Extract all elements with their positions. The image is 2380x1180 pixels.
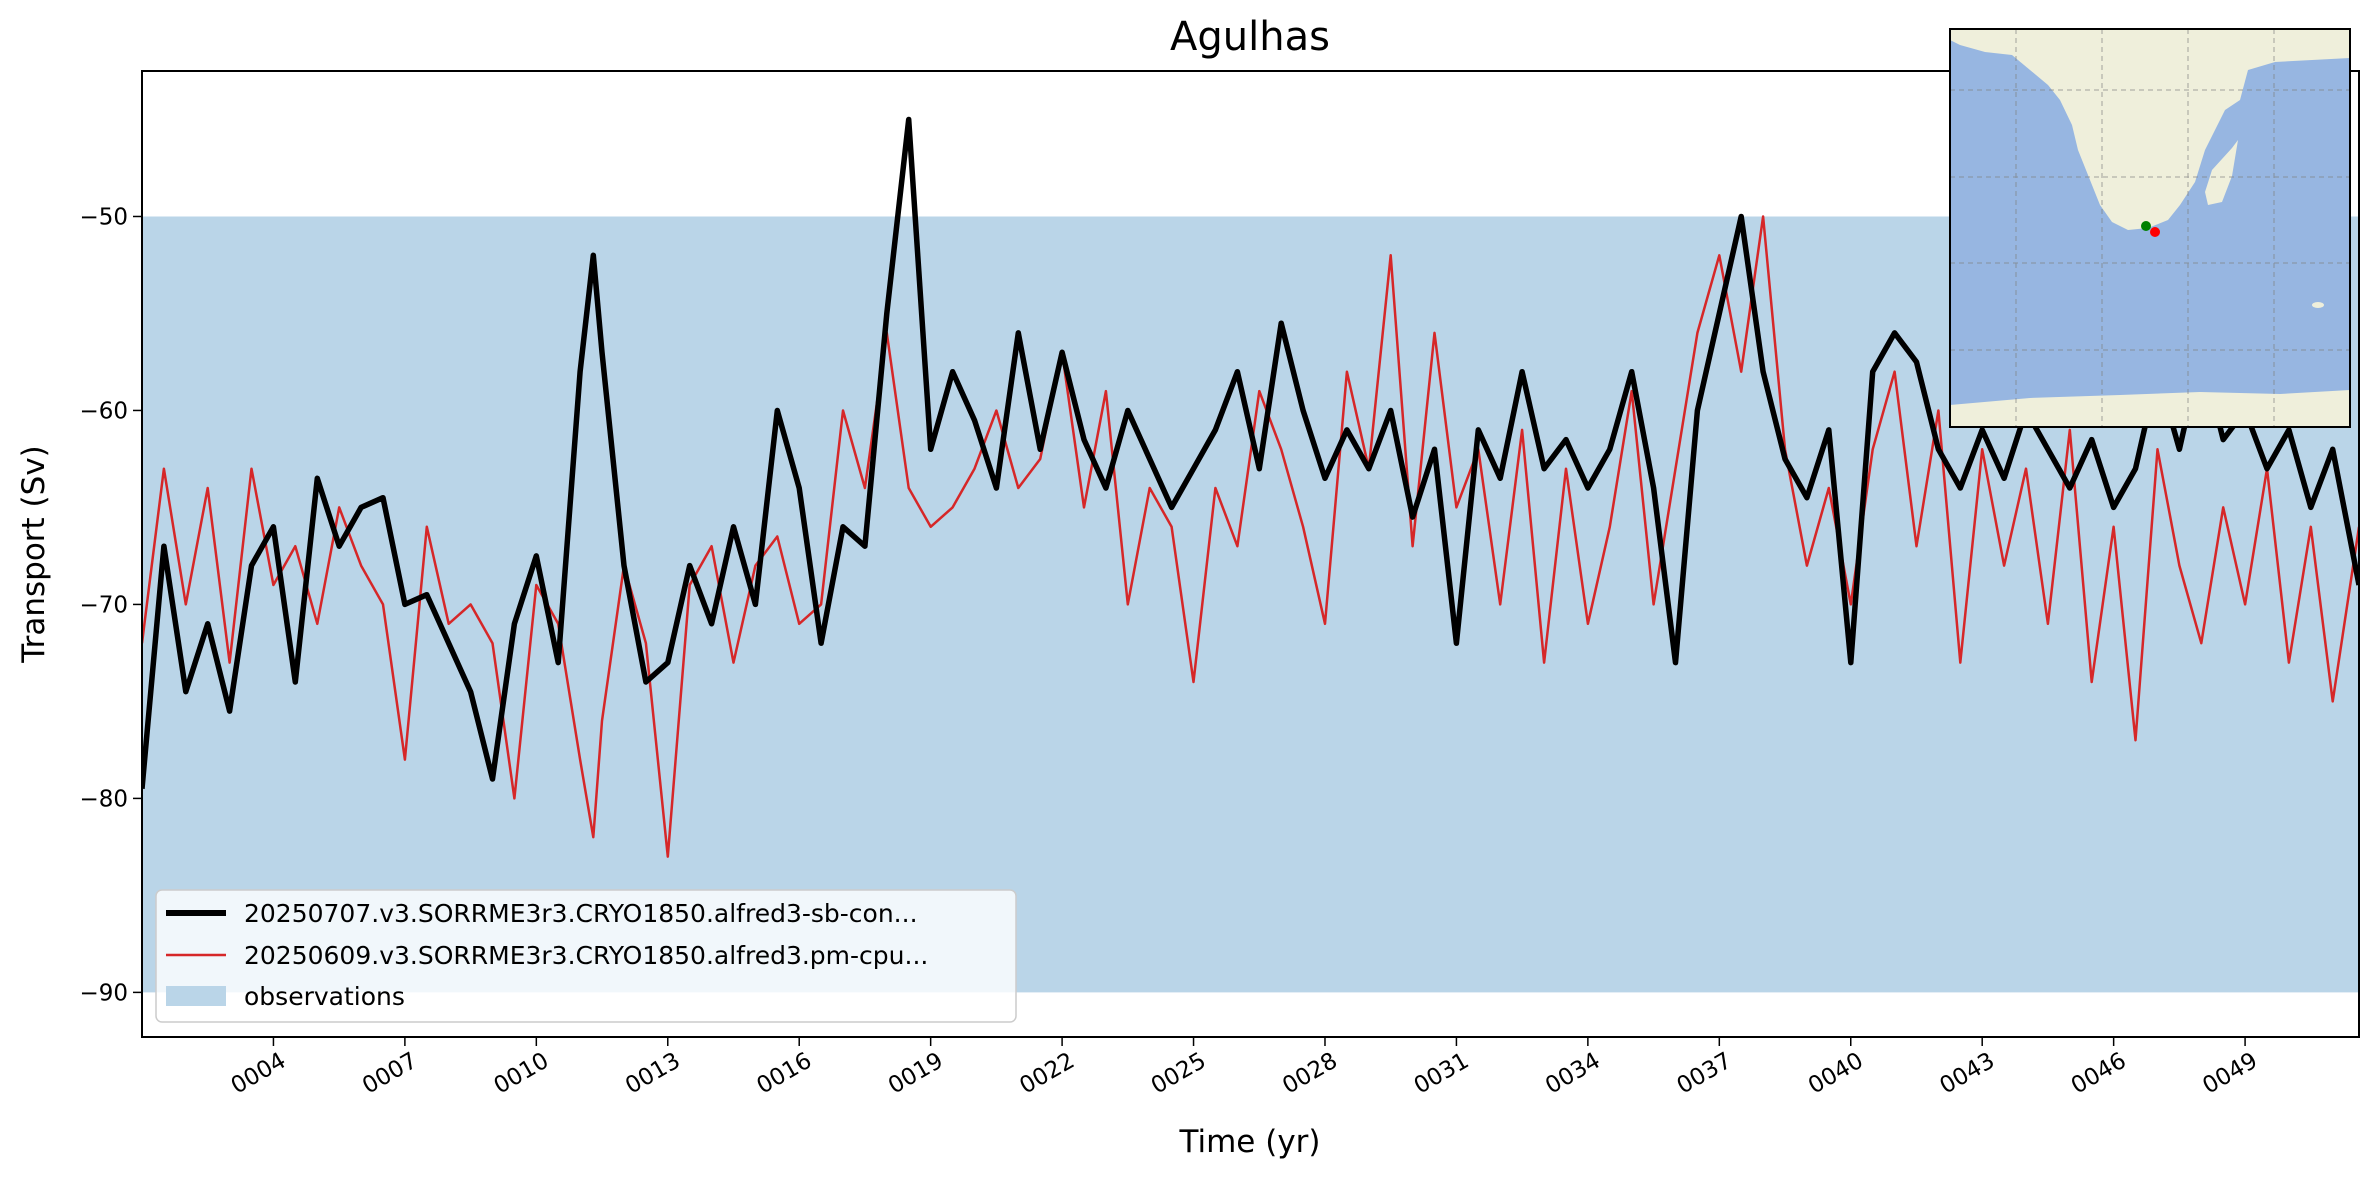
map-frame bbox=[1949, 28, 2351, 428]
x-tick-label: 0049 bbox=[2198, 1048, 2262, 1100]
x-tick-label: 0004 bbox=[227, 1048, 291, 1100]
map-africa-landmass bbox=[1950, 29, 2350, 230]
y-tick-label: −90 bbox=[79, 980, 128, 1006]
x-tick-label: 0037 bbox=[1673, 1048, 1737, 1100]
series-layer bbox=[142, 116, 2359, 858]
legend-swatch-observations bbox=[166, 986, 226, 1006]
legend: 20250707.v3.SORRME3r3.CRYO1850.alfred3-s… bbox=[155, 889, 1017, 1023]
series-line-2 bbox=[142, 215, 2359, 858]
x-tick-label: 0010 bbox=[490, 1048, 554, 1100]
map-small-island bbox=[2312, 302, 2324, 308]
x-tick-label: 0028 bbox=[1278, 1048, 1342, 1100]
x-tick-label: 0034 bbox=[1541, 1048, 1605, 1100]
series-line-1 bbox=[142, 116, 2359, 789]
x-tick-label: 0025 bbox=[1147, 1048, 1211, 1100]
chart-title: Agulhas bbox=[1170, 14, 1330, 60]
x-axis-ticks: 0004 0007 0010 0013 0016 0019 0022 0025 0028 0031… bbox=[227, 1037, 2262, 1099]
y-axis-label: Transport (Sv) bbox=[16, 445, 52, 664]
map-marker-green bbox=[2141, 221, 2151, 231]
y-tick-label: −70 bbox=[79, 592, 128, 618]
map-madagascar bbox=[2205, 140, 2238, 205]
x-tick-label: 0016 bbox=[753, 1048, 817, 1100]
y-axis-ticks: −90 −80 −70 −60 −50 bbox=[79, 204, 142, 1006]
map-marker-red bbox=[2150, 227, 2160, 237]
x-tick-label: 0040 bbox=[1804, 1048, 1868, 1100]
y-tick-label: −60 bbox=[79, 398, 128, 424]
x-axis-label: Time (yr) bbox=[1179, 1124, 1321, 1160]
legend-label-observations: observations bbox=[244, 982, 405, 1011]
x-tick-label: 0013 bbox=[621, 1048, 685, 1100]
x-tick-label: 0019 bbox=[884, 1048, 948, 1100]
legend-label-series-2: 20250609.v3.SORRME3r3.CRYO1850.alfred3.p… bbox=[244, 941, 928, 970]
legend-box bbox=[155, 889, 1017, 1023]
y-tick-label: −50 bbox=[79, 204, 128, 230]
x-tick-label: 0022 bbox=[1015, 1048, 1079, 1100]
plot-frame bbox=[141, 70, 2360, 1038]
x-tick-label: 0046 bbox=[2067, 1048, 2131, 1100]
map-antarctica bbox=[1950, 390, 2350, 427]
x-tick-label: 0007 bbox=[358, 1048, 422, 1100]
x-tick-label: 0043 bbox=[1935, 1048, 1999, 1100]
map-gridlines bbox=[1950, 29, 2350, 427]
x-tick-label: 0031 bbox=[1410, 1048, 1474, 1100]
inset-map bbox=[1949, 28, 2351, 428]
legend-label-series-1: 20250707.v3.SORRME3r3.CRYO1850.alfred3-s… bbox=[244, 899, 918, 928]
y-tick-label: −80 bbox=[79, 786, 128, 812]
